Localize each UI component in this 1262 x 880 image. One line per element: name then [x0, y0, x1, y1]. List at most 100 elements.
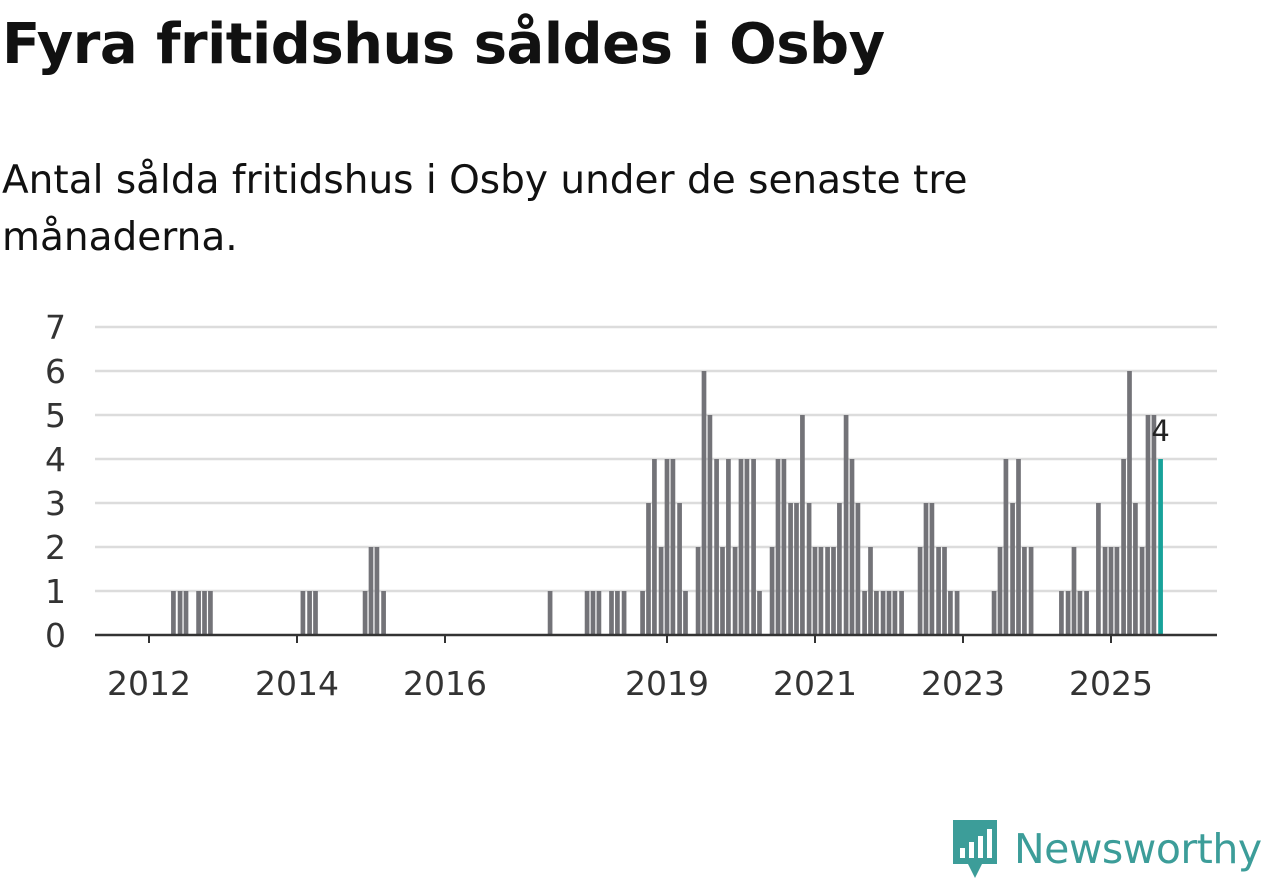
bar: [677, 503, 682, 635]
bar: [744, 459, 750, 635]
bar: [738, 459, 744, 635]
bar: [942, 547, 947, 635]
bar: [825, 547, 830, 635]
y-axis-tick-labels: 0 1 2 3 4 5 6 7: [45, 308, 66, 655]
bar: [202, 591, 207, 635]
x-tick-label: 2021: [773, 664, 857, 703]
bar: [880, 591, 886, 635]
x-tick-label: 2025: [1069, 664, 1153, 703]
bar: [683, 591, 688, 635]
bar: [751, 459, 756, 635]
bar: [837, 503, 842, 635]
bar: [374, 547, 380, 635]
bar: [701, 371, 707, 635]
bar: [664, 459, 670, 635]
bar-chart: 0 1 2 3 4 5 6 7 2012 2014 2016 2019 2021 2023 2025 4: [45, 308, 1217, 703]
bar: [1003, 459, 1009, 635]
bar: [670, 459, 676, 635]
x-tick-label: 2014: [255, 664, 339, 703]
bar: [769, 547, 775, 635]
bar: [1139, 547, 1145, 635]
bar: [929, 503, 935, 635]
bar: [300, 591, 306, 635]
bar: [183, 591, 189, 635]
bar: [788, 503, 793, 635]
bar: [757, 591, 762, 635]
bar: [615, 591, 620, 635]
bar: [818, 547, 824, 635]
y-tick-label: 5: [45, 396, 66, 435]
bar: [812, 547, 818, 635]
bar: [547, 591, 553, 635]
bar: [1127, 371, 1132, 635]
bar: [831, 547, 836, 635]
bar: [936, 547, 941, 635]
highlight-value-label: 4: [1151, 414, 1169, 448]
bar: [923, 503, 929, 635]
brand-logo: Newsworthy: [950, 818, 1262, 880]
bar: [1028, 547, 1034, 635]
bar: [886, 591, 892, 635]
bar: [862, 591, 867, 635]
bar: [1059, 591, 1064, 635]
bar: [843, 415, 849, 635]
y-tick-label: 7: [45, 308, 66, 347]
y-tick-label: 0: [45, 616, 66, 655]
bar: [1121, 459, 1126, 635]
bar: [584, 591, 590, 635]
highlight-bar: [1158, 459, 1163, 635]
bars: [171, 371, 1163, 635]
bar: [781, 459, 787, 635]
y-tick-label: 3: [45, 484, 66, 523]
bar: [609, 591, 614, 635]
chart-title: Fyra fritidshus såldes i Osby: [2, 12, 885, 77]
bar: [714, 459, 719, 635]
bar: [652, 459, 657, 635]
bar: [726, 459, 731, 635]
bar: [874, 591, 879, 635]
bar: [1071, 547, 1077, 635]
bar: [177, 591, 183, 635]
bar: [1065, 591, 1071, 635]
x-tick-label: 2023: [921, 664, 1005, 703]
bar: [695, 547, 701, 635]
bar-chart-badge-icon: [953, 820, 997, 878]
value-labels: 4: [1151, 414, 1169, 448]
bar: [590, 591, 596, 635]
y-tick-label: 4: [45, 440, 66, 479]
bar: [1077, 591, 1083, 635]
bar: [368, 547, 374, 635]
x-tick-label: 2016: [403, 664, 487, 703]
bar: [208, 591, 213, 635]
bar: [1084, 591, 1089, 635]
x-tick-label: 2019: [625, 664, 709, 703]
bar: [868, 547, 873, 635]
bar: [892, 591, 898, 635]
bar: [707, 415, 713, 635]
bar: [849, 459, 855, 635]
bar: [855, 503, 861, 635]
brand-name: Newsworthy: [1014, 825, 1262, 873]
bar: [640, 591, 645, 635]
bar: [794, 503, 799, 635]
y-tick-label: 6: [45, 352, 66, 391]
bar: [313, 591, 318, 635]
bar: [1145, 415, 1151, 635]
bar: [621, 591, 627, 635]
bar: [800, 415, 805, 635]
bar: [991, 591, 997, 635]
bar: [1114, 547, 1120, 635]
bar: [658, 547, 664, 635]
x-axis-ticks: 2012 2014 2016 2019 2021 2023 2025: [107, 635, 1153, 703]
bar: [196, 591, 201, 635]
bar: [917, 547, 923, 635]
bar: [1151, 415, 1157, 635]
bar: [1108, 547, 1114, 635]
bar: [775, 459, 781, 635]
bar: [381, 591, 386, 635]
y-tick-label: 2: [45, 528, 66, 567]
bar: [997, 547, 1003, 635]
x-tick-label: 2012: [107, 664, 191, 703]
bar: [732, 547, 738, 635]
y-tick-label: 1: [45, 572, 66, 611]
